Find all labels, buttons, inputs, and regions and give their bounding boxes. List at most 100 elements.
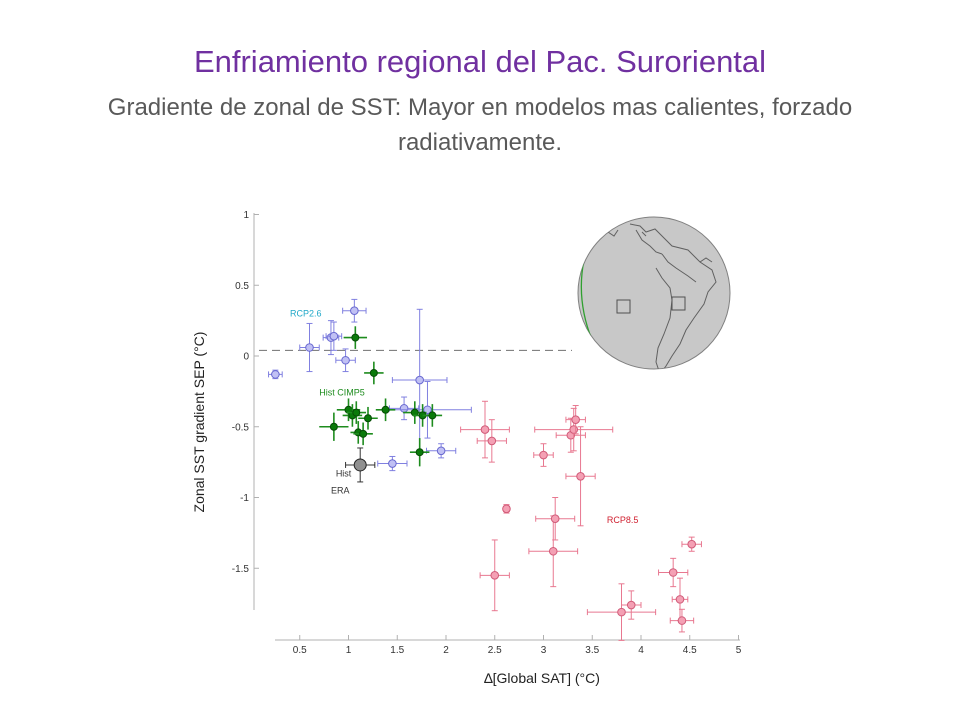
y-tick-label: -0.5 [232,422,250,433]
data-point [346,401,367,424]
point-marker [677,616,687,625]
data-point [335,348,356,373]
chart-title: Enfriamiento regional del Pac. Surorient… [193,44,767,79]
annotation-label: Hist [336,468,352,478]
point-marker [487,436,497,446]
data-point [422,404,443,427]
data-point [658,557,689,588]
point-marker [490,571,500,580]
data-point [409,438,430,467]
data-point [534,407,614,452]
box-right [671,296,686,311]
data-point [364,361,384,385]
point-marker [480,425,490,434]
x-tick-label: 3 [541,645,547,656]
data-point [669,608,695,633]
data-point [377,455,408,472]
point-marker [369,368,378,377]
chart-subtitle: Gradiente de zonal de SST: Mayor en mode… [107,94,853,156]
y-tick-label: -1 [240,493,249,504]
y-axis-label: Zonal SST gradient SEP (°C) [191,332,207,513]
data-point [533,443,554,467]
data-point [325,321,343,351]
point-marker [539,450,548,460]
annotation-label: RCP8.5 [607,515,639,525]
x-tick-label: 3.5 [585,645,599,656]
x-tick-label: 5 [736,645,742,656]
annotations: RCP2.6 Hist CIMP5 Hist ERA RCP8.5 [290,308,638,525]
data-point [391,308,448,452]
y-tick-label: 0 [243,352,249,363]
data-point [268,369,283,380]
y-ticks: 1 0.5 0 -0.5 -1 -1.5 [232,210,259,575]
x-tick-label: 1 [346,645,352,656]
point-marker [436,446,446,456]
point-marker [550,514,560,524]
data-point [476,419,507,463]
data-point [621,590,642,620]
data-point [319,412,349,441]
data-point [565,405,586,435]
annotation-label: RCP2.6 [290,308,322,318]
y-tick-label: -1.5 [232,564,250,575]
point-marker [415,375,424,385]
point-marker [350,306,359,316]
data-points [268,298,702,641]
point-marker [352,408,361,417]
data-point [375,398,396,422]
point-marker [428,411,437,420]
point-marker [359,429,368,438]
x-tick-label: 1.5 [390,645,404,656]
point-marker [341,355,350,365]
y-tick-label: 1 [243,210,249,221]
point-marker [353,458,367,472]
data-point [528,515,579,588]
box-left [616,299,631,314]
point-marker [675,595,685,604]
data-point [426,443,457,459]
point-marker [364,414,372,423]
x-tick-label: 4 [638,645,644,656]
point-marker [571,415,580,424]
point-marker [576,471,585,481]
data-point [383,380,472,439]
point-marker [329,422,338,431]
point-marker [548,546,558,556]
data-point [586,583,657,641]
point-marker [329,331,339,341]
x-tick-label: 0.5 [293,645,307,656]
point-marker [502,504,511,514]
data-point [343,326,368,349]
y-tick-label: 0.5 [235,281,249,292]
data-point [358,406,378,430]
data-point [345,447,376,483]
x-tick-label: 2 [443,645,449,656]
point-marker [423,405,432,415]
point-marker [388,459,397,468]
x-axis-label: ∆[Global SAT] (°C) [484,670,600,686]
point-marker [626,600,636,610]
point-marker [668,568,678,577]
annotation-label: Hist CIMP5 [319,388,365,398]
point-marker [351,333,360,342]
data-point [565,426,596,527]
data-point [502,504,511,514]
x-ticks: 0.5 1 1.5 2 2.5 3 3.5 4 4.5 5 [293,635,742,656]
data-point [535,497,576,541]
point-marker [381,405,390,414]
data-point [460,400,510,459]
x-tick-label: 2.5 [488,645,502,656]
point-marker [569,425,579,434]
globe-map-icon [577,216,731,370]
point-marker [305,343,314,352]
annotation-label: ERA [331,485,350,495]
point-marker [415,448,424,457]
data-point [299,322,320,373]
data-point [479,539,510,612]
x-tick-label: 4.5 [683,645,697,656]
data-point [671,577,689,622]
point-marker [399,404,409,413]
data-point [342,298,367,323]
point-marker [617,607,626,617]
